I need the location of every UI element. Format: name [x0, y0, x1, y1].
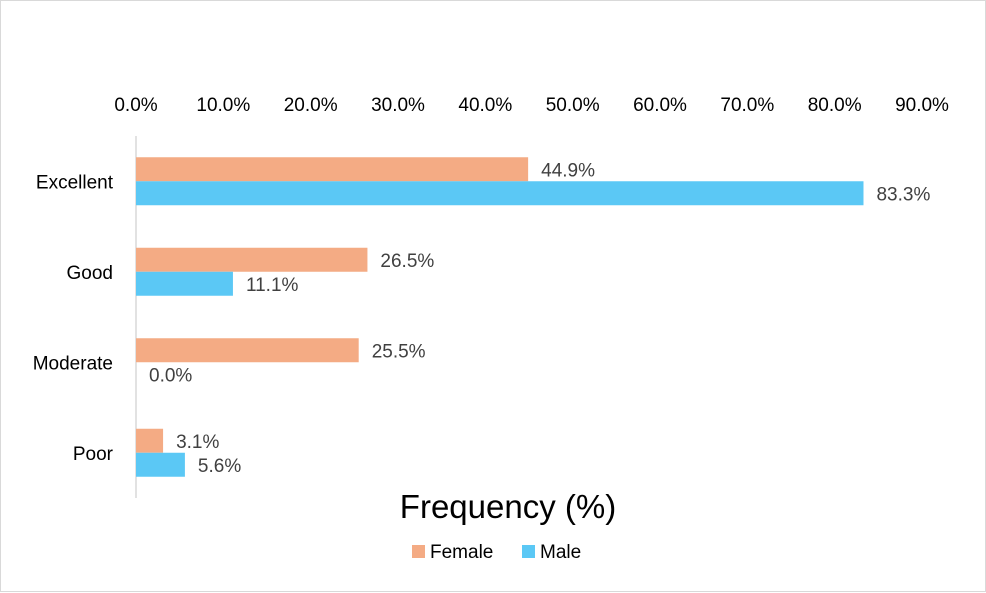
- x-tick-label: 70.0%: [720, 95, 774, 116]
- data-label-female-good: 26.5%: [380, 251, 434, 272]
- x-tick-label: 60.0%: [633, 95, 687, 116]
- bars: 44.9% 83.3% 26.5% 11.1% 25.5% 0.0% 3.1% 5.6%: [136, 157, 930, 477]
- bar-male-good: [136, 271, 233, 296]
- x-tick-label: 30.0%: [371, 95, 425, 116]
- bar-female-excellent: [136, 157, 529, 182]
- bar-female-poor: [136, 428, 164, 453]
- x-tick-label: 0.0%: [114, 95, 157, 116]
- bar-female-moderate: [136, 338, 359, 363]
- data-label-female-poor: 3.1%: [176, 432, 219, 453]
- data-label-male-poor: 5.6%: [198, 456, 241, 477]
- x-axis-ticks: 0.0% 10.0% 20.0% 30.0% 40.0% 50.0% 60.0% 70.0% 8…: [114, 95, 949, 116]
- x-axis-title: Frequency (%): [400, 488, 616, 525]
- x-tick-label: 20.0%: [284, 95, 338, 116]
- legend-label-female: Female: [430, 542, 493, 563]
- legend-label-male: Male: [540, 542, 581, 563]
- category-label-moderate: Moderate: [33, 353, 113, 374]
- category-label-good: Good: [67, 263, 113, 284]
- x-tick-label: 50.0%: [546, 95, 600, 116]
- data-label-female-excellent: 44.9%: [541, 160, 595, 181]
- legend: Female Male: [412, 542, 581, 563]
- data-label-male-good: 11.1%: [246, 275, 299, 296]
- data-label-male-moderate: 0.0%: [149, 365, 192, 386]
- bar-male-excellent: [136, 181, 864, 206]
- legend-swatch-female: [412, 545, 425, 558]
- x-tick-label: 10.0%: [196, 95, 250, 116]
- x-tick-label: 80.0%: [808, 95, 862, 116]
- data-label-female-moderate: 25.5%: [372, 341, 426, 362]
- category-label-poor: Poor: [73, 444, 114, 465]
- legend-swatch-male: [522, 545, 535, 558]
- bar-female-good: [136, 247, 368, 272]
- x-tick-label: 40.0%: [458, 95, 512, 116]
- x-tick-label: 90.0%: [895, 95, 949, 116]
- data-label-male-excellent: 83.3%: [876, 184, 930, 205]
- category-labels: Excellent Good Moderate Poor: [33, 172, 114, 465]
- category-label-excellent: Excellent: [36, 172, 114, 193]
- bar-male-poor: [136, 452, 185, 477]
